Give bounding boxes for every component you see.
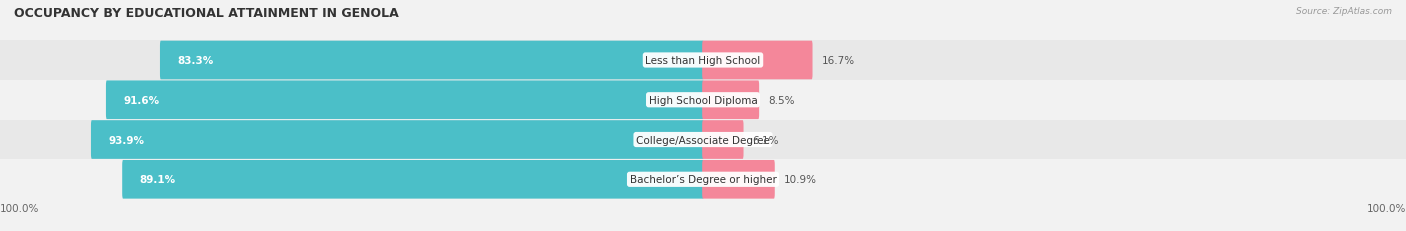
Text: Bachelor’s Degree or higher: Bachelor’s Degree or higher <box>630 175 776 185</box>
Text: Source: ZipAtlas.com: Source: ZipAtlas.com <box>1296 7 1392 16</box>
FancyBboxPatch shape <box>91 121 704 159</box>
FancyBboxPatch shape <box>105 81 704 120</box>
Text: Less than High School: Less than High School <box>645 56 761 66</box>
Text: 16.7%: 16.7% <box>821 56 855 66</box>
Text: 100.0%: 100.0% <box>0 203 39 213</box>
Text: High School Diploma: High School Diploma <box>648 95 758 105</box>
FancyBboxPatch shape <box>702 42 813 80</box>
FancyBboxPatch shape <box>702 121 744 159</box>
FancyBboxPatch shape <box>0 41 1406 81</box>
FancyBboxPatch shape <box>702 81 759 120</box>
Text: College/Associate Degree: College/Associate Degree <box>636 135 770 145</box>
Text: 83.3%: 83.3% <box>177 56 214 66</box>
FancyBboxPatch shape <box>122 160 704 199</box>
FancyBboxPatch shape <box>0 81 1406 120</box>
Text: 100.0%: 100.0% <box>1367 203 1406 213</box>
Text: 93.9%: 93.9% <box>108 135 143 145</box>
Text: OCCUPANCY BY EDUCATIONAL ATTAINMENT IN GENOLA: OCCUPANCY BY EDUCATIONAL ATTAINMENT IN G… <box>14 7 399 20</box>
FancyBboxPatch shape <box>0 160 1406 199</box>
FancyBboxPatch shape <box>0 120 1406 160</box>
FancyBboxPatch shape <box>160 42 704 80</box>
Text: 91.6%: 91.6% <box>124 95 159 105</box>
Text: 8.5%: 8.5% <box>768 95 794 105</box>
FancyBboxPatch shape <box>702 160 775 199</box>
Text: 10.9%: 10.9% <box>783 175 817 185</box>
Text: 89.1%: 89.1% <box>139 175 176 185</box>
Text: 6.1%: 6.1% <box>752 135 779 145</box>
